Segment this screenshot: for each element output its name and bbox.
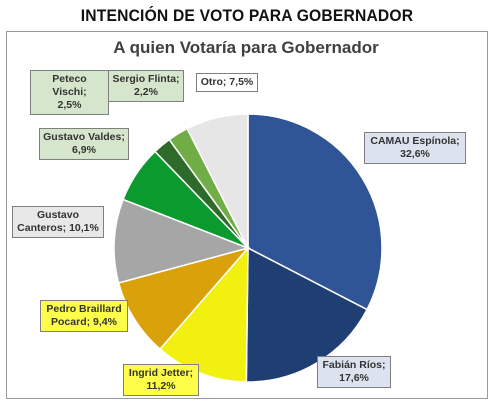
slice-label-otro: Otro; 7,5%	[196, 73, 258, 92]
pie-slice-ingrid-jetter	[158, 245, 249, 383]
headline: INTENCIÓN DE VOTO PARA GOBERNADOR	[80, 6, 414, 25]
slice-label-peteco-vischi: Peteco Vischi; 2,5%	[30, 70, 109, 115]
chart-title: A quien Votaría para Gobernador	[113, 38, 379, 57]
slice-label-gustavo-canteros: Gustavo Canteros; 10,1%	[12, 206, 104, 238]
pie-slice-fabi-n-r-os	[245, 246, 369, 383]
pie-slice-pedro-braillard-pocard	[117, 246, 251, 351]
slice-label-sergio-flinta: Sergio Flinta; 2,2%	[108, 70, 184, 102]
slice-label-camau: CAMAU Espínola; 32,6%	[364, 132, 466, 164]
slice-label-fabian-rios: Fabián Ríos; 17,6%	[317, 356, 391, 388]
slice-label-ingrid-jetter: Ingrid Jetter; 11,2%	[123, 364, 199, 396]
pie-slice-otro	[186, 113, 249, 249]
pie-slice-gustavo-canteros	[113, 198, 251, 284]
slice-label-gustavo-valdes: Gustavo Valdes; 6,9%	[39, 128, 129, 160]
pie-slice-camau-esp-nola	[247, 113, 383, 311]
slice-label-pedro-braillard: Pedro Braillard Pocard; 9,4%	[40, 300, 128, 332]
